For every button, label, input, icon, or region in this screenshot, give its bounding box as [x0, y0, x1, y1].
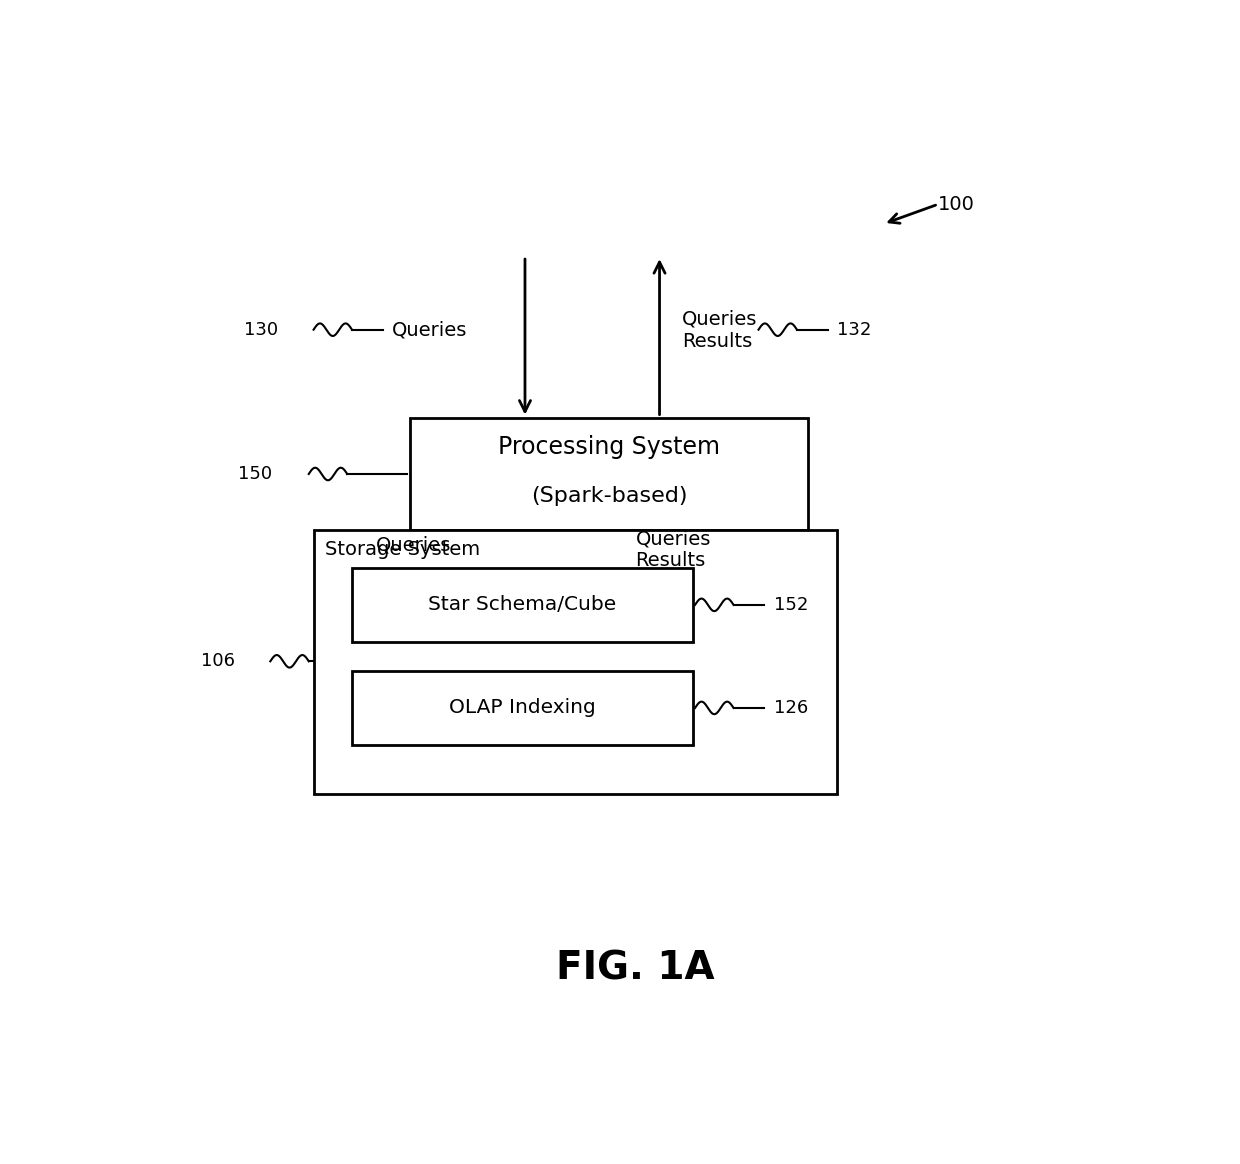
Text: 100: 100	[939, 194, 975, 214]
Bar	[352, 568, 693, 641]
Text: 132: 132	[837, 321, 872, 339]
Bar	[352, 672, 693, 745]
Bar	[314, 530, 837, 794]
Text: 152: 152	[774, 596, 808, 613]
Text: Star Schema/Cube: Star Schema/Cube	[429, 595, 616, 615]
Text: 126: 126	[774, 698, 808, 717]
Text: Results: Results	[635, 552, 706, 570]
Text: 106: 106	[201, 652, 234, 670]
Text: Queries: Queries	[376, 535, 451, 554]
Text: FIG. 1A: FIG. 1A	[557, 950, 714, 988]
Text: Results: Results	[682, 332, 751, 350]
Bar	[409, 418, 808, 530]
Text: 130: 130	[244, 321, 278, 339]
Text: (Spark-based): (Spark-based)	[531, 485, 687, 506]
Text: Queries: Queries	[392, 320, 467, 339]
Text: Storage System: Storage System	[325, 540, 480, 560]
Text: Queries: Queries	[682, 310, 756, 328]
Text: OLAP Indexing: OLAP Indexing	[449, 698, 596, 717]
Text: 150: 150	[238, 464, 273, 483]
Text: Processing System: Processing System	[498, 434, 720, 459]
Text: Queries: Queries	[635, 528, 711, 548]
